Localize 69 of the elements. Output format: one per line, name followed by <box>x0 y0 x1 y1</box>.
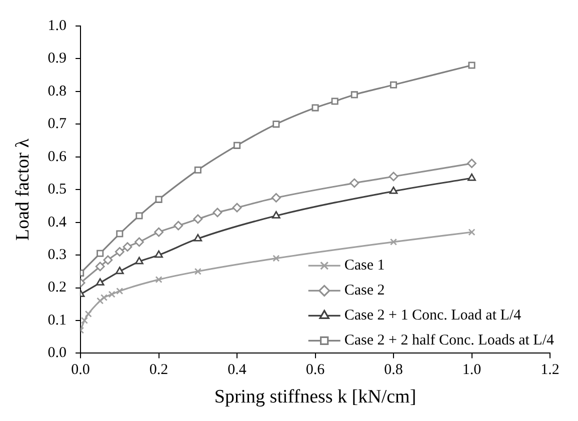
point <box>154 250 163 258</box>
point <box>95 262 105 272</box>
point <box>122 242 132 252</box>
point <box>194 268 202 275</box>
point <box>350 178 360 188</box>
point <box>155 276 162 284</box>
point <box>96 250 104 257</box>
point <box>388 172 398 182</box>
legend-label: Case 2 <box>344 282 385 299</box>
x-tick-label: 1.2 <box>540 362 560 378</box>
point <box>467 158 476 168</box>
point <box>468 173 476 181</box>
point <box>114 247 124 256</box>
point <box>84 310 92 318</box>
point <box>100 294 108 302</box>
point <box>96 297 104 304</box>
point <box>96 278 104 286</box>
legend-label: Case 1 <box>344 258 385 274</box>
point <box>193 214 203 224</box>
point <box>272 120 280 128</box>
point <box>154 227 164 237</box>
point <box>212 208 222 218</box>
point <box>312 104 319 112</box>
y-tick-label: 0.3 <box>48 246 67 263</box>
point <box>390 238 398 246</box>
x-tick-label: 0.2 <box>149 362 168 378</box>
point <box>136 212 143 220</box>
point <box>116 266 124 274</box>
y-tick-label: 1.0 <box>48 18 67 34</box>
point <box>135 256 144 264</box>
point <box>468 228 476 236</box>
y-tick-label: 0.5 <box>48 182 67 198</box>
legend-label: Case 2 + 2 half Conc. Loads at L/4 <box>344 332 554 349</box>
point <box>134 237 144 247</box>
y-tick-label: 0.4 <box>48 214 68 230</box>
y-axis-title: Load factor λ <box>12 138 34 241</box>
y-tick-label: 0.6 <box>48 148 68 165</box>
x-tick-label: 0.6 <box>306 362 326 378</box>
point <box>108 290 116 298</box>
point <box>194 234 202 242</box>
y-tick-label: 0.2 <box>48 280 67 296</box>
point <box>468 62 476 69</box>
x-tick-label: 0.0 <box>71 362 90 378</box>
point <box>234 142 241 149</box>
point <box>103 255 113 265</box>
x-tick-label: 1.0 <box>462 362 482 378</box>
y-tick-label: 0.0 <box>48 345 67 362</box>
y-tick-label: 0.9 <box>48 50 67 67</box>
legend-label: Case 2 + 1 Conc. Load at L/4 <box>344 308 522 324</box>
y-tick-label: 0.8 <box>48 83 67 100</box>
point <box>350 91 358 98</box>
x-tick-label: 0.8 <box>384 362 403 378</box>
x-tick-label: 0.4 <box>228 362 247 378</box>
point <box>155 196 162 203</box>
y-tick-label: 0.1 <box>48 312 67 328</box>
point <box>116 230 124 238</box>
point <box>232 202 242 212</box>
point <box>272 211 280 218</box>
point <box>271 193 281 202</box>
y-tick-label: 0.7 <box>48 116 68 132</box>
point <box>194 166 202 174</box>
point <box>80 316 88 324</box>
point <box>390 81 398 88</box>
point <box>116 288 124 295</box>
x-axis-title: Spring stiffness k [kN/cm] <box>214 386 416 408</box>
point <box>331 98 338 105</box>
point <box>272 254 280 262</box>
point <box>174 220 184 230</box>
point <box>389 186 398 194</box>
